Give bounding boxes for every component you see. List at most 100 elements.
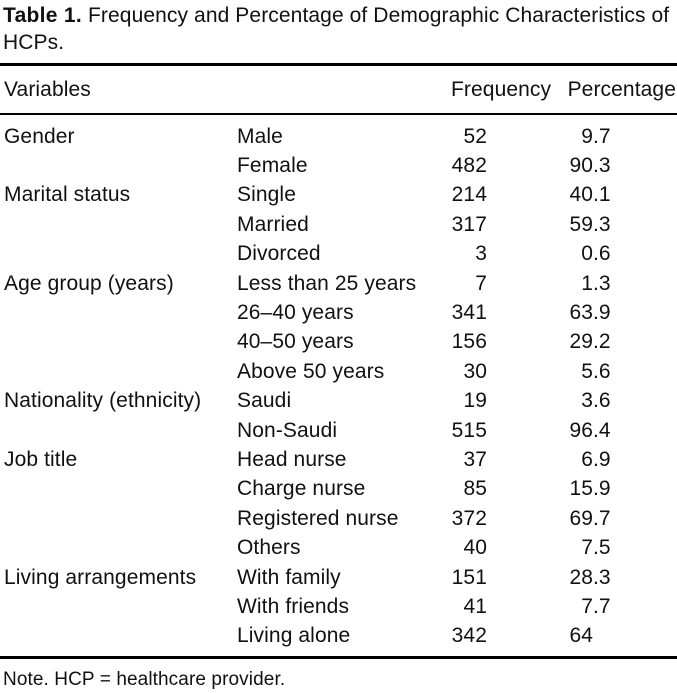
- cell-variable: [0, 240, 237, 269]
- percentage-fraction: .3: [593, 212, 611, 236]
- percentage-integer: 15: [569, 477, 593, 501]
- table-row: Marital status Single 214 40.1: [0, 181, 677, 210]
- table-caption-text: Frequency and Percentage of Demographic …: [3, 4, 670, 54]
- cell-percentage: 59.3: [550, 210, 677, 239]
- cell-variable: [0, 504, 237, 533]
- cell-frequency: 30: [463, 359, 487, 383]
- demographics-table: Variables Frequency Percentage Gender Mal…: [0, 63, 677, 659]
- table-row: Female 482 90.3: [0, 151, 677, 180]
- cell-category: 40–50 years: [237, 330, 354, 354]
- percentage-fraction: .9: [593, 447, 611, 471]
- percentage-fraction: .3: [593, 271, 611, 295]
- cell-frequency: 85: [463, 477, 487, 501]
- table-row: Charge nurse 85 15.9: [0, 475, 677, 504]
- cell-frequency: 3: [475, 242, 487, 266]
- cell-category: Others: [237, 536, 301, 560]
- cell-category: Head nurse: [237, 447, 347, 471]
- cell-variable: [0, 328, 237, 357]
- percentage-integer: 7: [581, 536, 593, 560]
- table-row: Job title Head nurse 37 6.9: [0, 445, 677, 474]
- cell-frequency: 52: [463, 124, 487, 148]
- percentage-fraction: .7: [593, 124, 611, 148]
- cell-frequency: 515: [451, 418, 487, 442]
- percentage-integer: 0: [581, 242, 593, 266]
- cell-percentage: 9.7: [550, 114, 677, 151]
- table-row: Nationality (ethnicity) Saudi 19 3.6: [0, 387, 677, 416]
- cell-variable: [0, 475, 237, 504]
- percentage-fraction: .3: [593, 154, 611, 178]
- cell-percentage: 5.6: [550, 357, 677, 386]
- percentage-integer: 90: [569, 154, 593, 178]
- table-row: Married 317 59.3: [0, 210, 677, 239]
- cell-category: With friends: [237, 594, 350, 618]
- cell-variable: [0, 622, 237, 658]
- percentage-integer: 7: [581, 594, 593, 618]
- percentage-integer: 69: [569, 506, 593, 530]
- percentage-fraction: .5: [593, 536, 611, 560]
- percentage-integer: 9: [581, 124, 593, 148]
- cell-category: Saudi: [237, 389, 292, 413]
- percentage-fraction: .6: [593, 389, 611, 413]
- table-header: Variables Frequency Percentage: [0, 64, 677, 114]
- cell-percentage: 29.2: [550, 328, 677, 357]
- cell-frequency: 341: [451, 301, 487, 325]
- percentage-fraction: .4: [593, 418, 611, 442]
- cell-variable: Living arrangements: [4, 565, 197, 589]
- cell-category: With family: [237, 565, 341, 589]
- percentage-fraction: .6: [593, 359, 611, 383]
- column-header-frequency: Frequency: [451, 77, 552, 101]
- percentage-integer: 63: [569, 301, 593, 325]
- percentage-integer: 1: [581, 271, 593, 295]
- cell-frequency: 19: [463, 389, 487, 413]
- percentage-fraction: .9: [593, 477, 611, 501]
- cell-percentage: 69.7: [550, 504, 677, 533]
- percentage-fraction: .9: [593, 301, 611, 325]
- cell-percentage: 0.6: [550, 240, 677, 269]
- cell-variable: [0, 151, 237, 180]
- cell-frequency: 156: [451, 330, 487, 354]
- cell-variable: Age group (years): [4, 271, 174, 295]
- cell-frequency: 342: [451, 624, 487, 648]
- cell-variable: [0, 357, 237, 386]
- column-header-variables: Variables: [4, 77, 91, 101]
- table-row: 26–40 years 341 63.9: [0, 298, 677, 327]
- percentage-integer: 96: [569, 418, 593, 442]
- percentage-integer: 40: [569, 183, 593, 207]
- table-row: 40–50 years 156 29.2: [0, 328, 677, 357]
- cell-percentage: 1.3: [550, 269, 677, 298]
- cell-percentage: 28.3: [550, 563, 677, 592]
- cell-frequency: 317: [451, 212, 487, 236]
- cell-category: Above 50 years: [237, 359, 385, 383]
- cell-frequency: 40: [463, 536, 487, 560]
- table-note: Note. HCP = healthcare provider.: [3, 669, 286, 691]
- cell-variable: Nationality (ethnicity): [4, 389, 202, 413]
- table-row: Age group (years) Less than 25 years 7 1.3: [0, 269, 677, 298]
- cell-category: Less than 25 years: [237, 271, 417, 295]
- cell-variable: [0, 210, 237, 239]
- percentage-integer: 59: [569, 212, 593, 236]
- table-body: Gender Male 52 9.7 Female 482 90.3 Marital stat…: [0, 114, 677, 658]
- cell-variable: Gender: [4, 124, 75, 148]
- cell-percentage: 40.1: [550, 181, 677, 210]
- cell-variable: Marital status: [4, 183, 131, 207]
- percentage-fraction: .7: [593, 506, 611, 530]
- cell-category: Divorced: [237, 242, 321, 266]
- cell-frequency: 41: [463, 594, 487, 618]
- percentage-integer: 6: [581, 447, 593, 471]
- cell-category: Registered nurse: [237, 506, 399, 530]
- cell-frequency: 214: [451, 183, 487, 207]
- cell-frequency: 482: [451, 154, 487, 178]
- table-row: With friends 41 7.7: [0, 592, 677, 621]
- cell-frequency: 7: [475, 271, 487, 295]
- percentage-integer: 29: [569, 330, 593, 354]
- percentage-fraction: .2: [593, 330, 611, 354]
- table-row: Above 50 years 30 5.6: [0, 357, 677, 386]
- percentage-integer: 28: [569, 565, 593, 589]
- cell-category: Non-Saudi: [237, 418, 338, 442]
- percentage-fraction: .3: [593, 565, 611, 589]
- cell-percentage: 63.9: [550, 298, 677, 327]
- table-row: Others 40 7.5: [0, 533, 677, 562]
- table-row: Living arrangements With family 151 28.3: [0, 563, 677, 592]
- cell-percentage: 90.3: [550, 151, 677, 180]
